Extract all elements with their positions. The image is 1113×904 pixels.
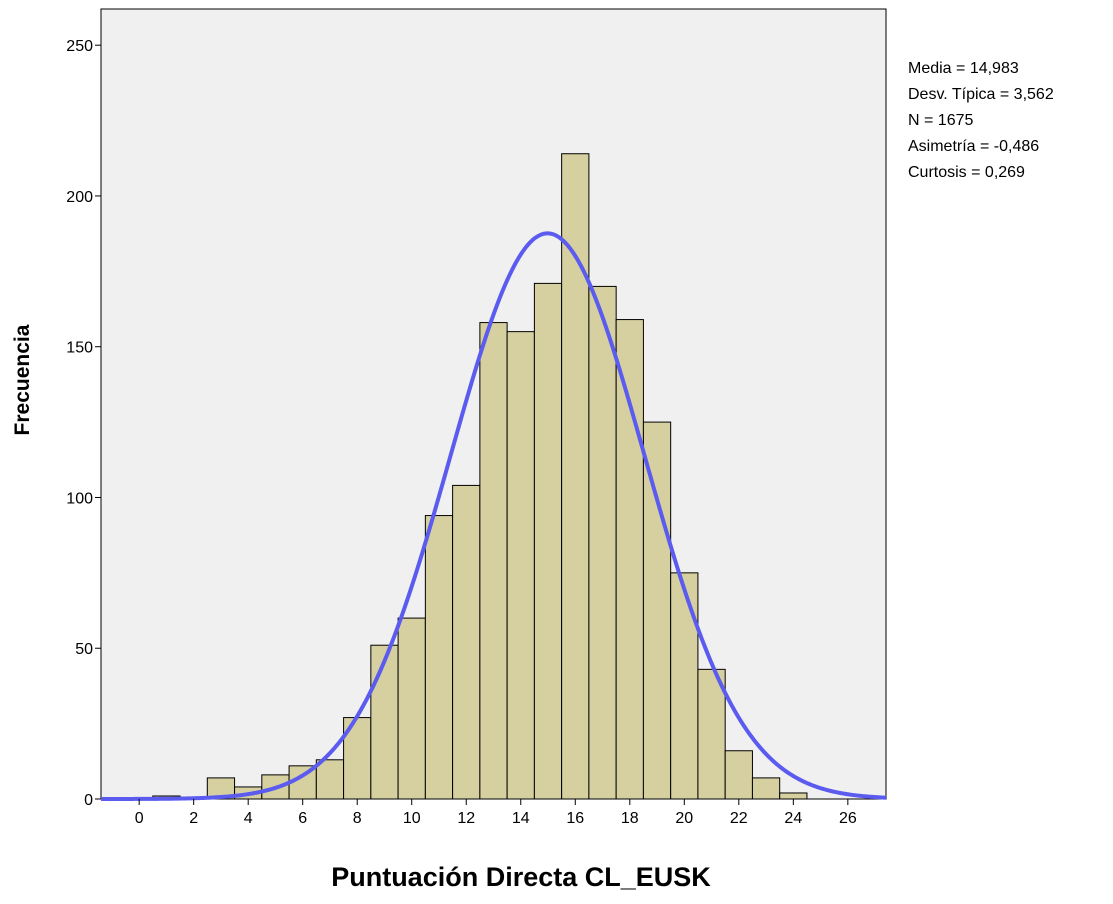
stat-desv-tipica: Desv. Típica = 3,562 xyxy=(908,86,1054,103)
histogram-bar xyxy=(479,322,508,800)
x-tick-label: 18 xyxy=(621,810,639,827)
x-tick-label: 2 xyxy=(189,810,198,827)
y-tick-label: 100 xyxy=(66,490,93,507)
histogram-bar xyxy=(724,750,753,800)
histogram-bar xyxy=(670,572,699,800)
y-tick-label: 0 xyxy=(84,792,93,809)
stat-asimetria: Asimetría = -0,486 xyxy=(908,138,1040,155)
stat-n: N = 1675 xyxy=(908,112,974,129)
x-tick-label: 6 xyxy=(298,810,307,827)
histogram-bar xyxy=(452,484,481,800)
x-tick-label: 26 xyxy=(839,810,857,827)
histogram-bar xyxy=(506,331,535,800)
histogram-bar xyxy=(588,285,617,800)
histogram-bar xyxy=(424,515,454,800)
x-tick-label: 4 xyxy=(244,810,253,827)
x-tick-label: 0 xyxy=(135,810,144,827)
normal-curve-line xyxy=(100,231,887,801)
y-tick-label: 50 xyxy=(75,641,93,658)
x-tick-label: 12 xyxy=(457,810,475,827)
x-tick-label: 10 xyxy=(403,810,421,827)
histogram-bar xyxy=(315,759,345,800)
histogram-bar xyxy=(397,617,426,800)
y-tick-label: 200 xyxy=(66,189,93,206)
histogram-bar xyxy=(370,644,399,800)
x-axis-title: Puntuación Directa CL_EUSK xyxy=(331,862,711,892)
histogram-bar xyxy=(615,319,644,800)
y-tick-label: 250 xyxy=(66,38,93,55)
x-tick-label: 22 xyxy=(730,810,748,827)
x-tick-label: 14 xyxy=(512,810,530,827)
y-axis-title: Frecuencia xyxy=(11,324,34,435)
x-tick-label: 24 xyxy=(784,810,802,827)
statistics-box: Media = 14,983 Desv. Típica = 3,562 N = … xyxy=(908,56,1054,186)
histogram-bar xyxy=(642,421,672,800)
histogram-bar xyxy=(533,282,563,800)
histogram-bar xyxy=(697,668,726,800)
stat-curtosis: Curtosis = 0,269 xyxy=(908,164,1025,181)
stat-media: Media = 14,983 xyxy=(908,60,1019,77)
x-tick-label: 16 xyxy=(566,810,584,827)
x-tick-label: 20 xyxy=(675,810,693,827)
histogram-bar xyxy=(561,153,590,800)
y-tick-label: 150 xyxy=(66,340,93,357)
histogram-bar xyxy=(779,792,808,800)
x-tick-label: 8 xyxy=(353,810,362,827)
histogram-bar xyxy=(751,777,781,800)
